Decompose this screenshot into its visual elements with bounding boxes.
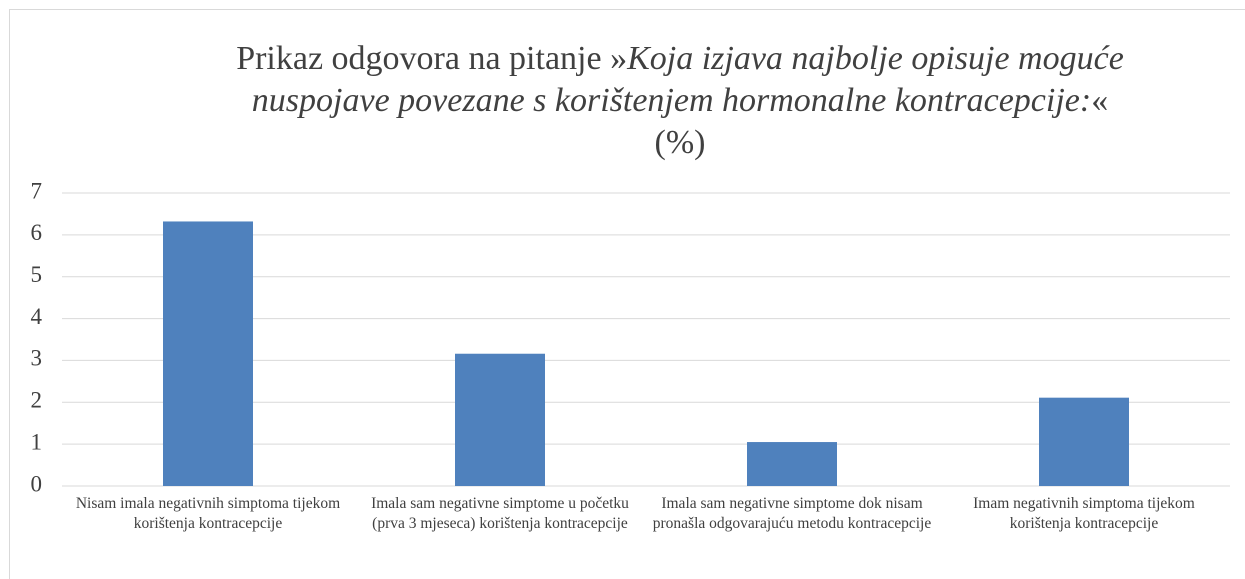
chart-title: Prikaz odgovora na pitanje »Koja izjava … (180, 38, 1180, 122)
title-prefix: Prikaz odgovora na pitanje » (236, 40, 628, 77)
x-tick-label: Imala sam negativne simptome u početku (… (371, 495, 629, 532)
y-tick-label: 7 (31, 178, 43, 203)
y-tick-label: 2 (31, 388, 43, 413)
y-tick-label: 1 (31, 429, 43, 454)
y-tick-label: 6 (31, 220, 43, 245)
y-tick-label: 4 (31, 304, 43, 329)
title-italic: Koja izjava najbolje opisuje moguće nusp… (251, 40, 1124, 119)
y-tick-label: 0 (31, 471, 43, 496)
chart-frame (9, 9, 1245, 579)
chart-subtitle: (%) (654, 124, 706, 161)
x-tick-label: Imala sam negativne simptome dok nisam p… (652, 495, 932, 532)
title-suffix: « (1091, 82, 1109, 119)
bar (455, 353, 545, 486)
x-tick-label: Nisam imala negativnih simptoma tijekom … (75, 495, 341, 532)
bar (1039, 397, 1129, 486)
bar (163, 221, 253, 486)
bar (747, 442, 837, 486)
y-tick-label: 3 (31, 346, 43, 371)
y-tick-label: 5 (31, 262, 43, 287)
x-tick-label: Imam negativnih simptoma tijekom korište… (973, 495, 1195, 532)
